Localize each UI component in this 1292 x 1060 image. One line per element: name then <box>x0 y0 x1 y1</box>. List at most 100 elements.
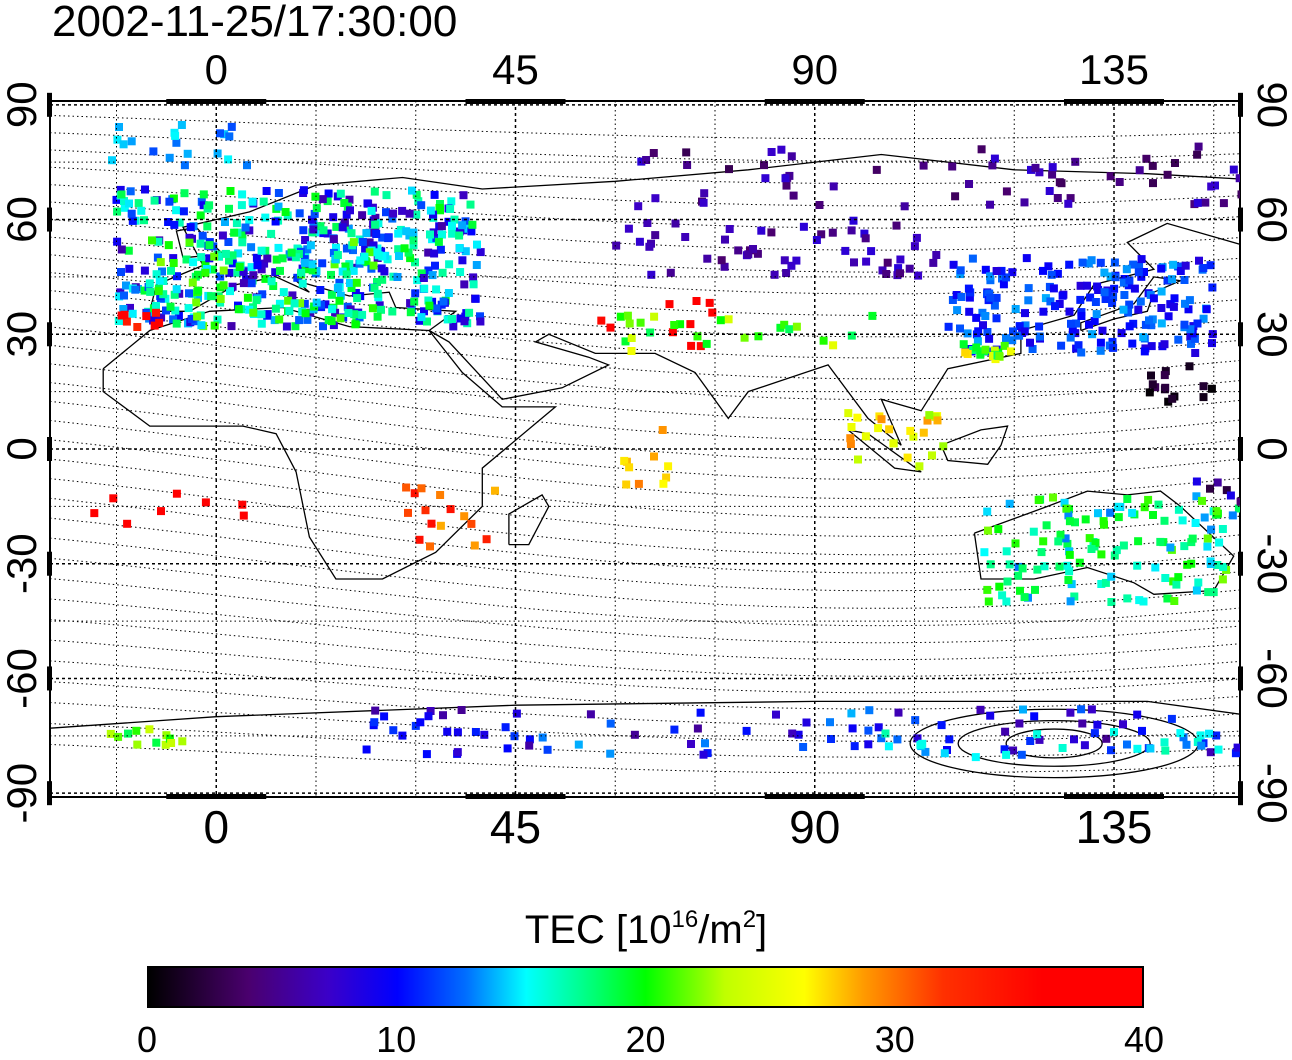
tec-cell <box>1137 298 1145 306</box>
tec-cell <box>757 227 765 235</box>
tec-cell <box>916 741 924 749</box>
frame-tick <box>166 99 266 104</box>
tec-cell <box>129 217 137 225</box>
tec-cell <box>348 229 356 237</box>
tec-cell <box>1236 174 1244 182</box>
tec-cell <box>1046 187 1054 195</box>
tec-cell <box>957 266 965 274</box>
tec-cell <box>371 188 379 196</box>
tec-cell <box>906 427 914 435</box>
tec-cell <box>929 259 937 267</box>
tec-cell <box>788 152 796 160</box>
frame-tick <box>1238 93 1243 117</box>
tec-cell <box>777 146 785 154</box>
tec-cell <box>1002 598 1010 606</box>
frame-tick <box>1238 552 1243 576</box>
tec-cell <box>718 256 726 264</box>
tec-cell <box>291 299 299 307</box>
tec-cell <box>426 542 434 550</box>
tec-cell <box>364 199 372 207</box>
tec-cell <box>1264 500 1272 508</box>
tec-cell <box>151 322 159 330</box>
tec-cell <box>864 740 872 748</box>
tec-cell <box>268 277 276 285</box>
tec-cell <box>1081 741 1089 749</box>
tec-cell <box>197 240 205 248</box>
tec-cell <box>1115 513 1123 521</box>
tec-cell <box>986 294 994 302</box>
tec-cell <box>1192 519 1200 527</box>
tec-cell <box>965 180 973 188</box>
tec-cell <box>418 484 426 492</box>
tec-cell <box>977 706 985 714</box>
tec-cell <box>117 268 125 276</box>
tec-cell <box>889 439 897 447</box>
tec-cell <box>1050 284 1058 292</box>
tec-cell <box>276 267 284 275</box>
tec-cell <box>125 247 133 255</box>
tec-cell <box>1123 265 1131 273</box>
tec-cell <box>1248 754 1256 762</box>
frame-tick <box>47 666 52 690</box>
tec-cell <box>1019 706 1027 714</box>
tec-cell <box>1109 344 1117 352</box>
tec-cell <box>965 308 973 316</box>
tec-cell <box>945 735 953 743</box>
tec-cell <box>1144 496 1152 504</box>
tec-cell <box>369 304 377 312</box>
tec-cell <box>1141 347 1149 355</box>
tec-cell <box>360 253 368 261</box>
tec-cell <box>460 191 468 199</box>
tec-cell <box>972 753 980 761</box>
tec-cell <box>1004 578 1012 586</box>
tec-cell <box>597 317 605 325</box>
tec-cell <box>1009 747 1017 755</box>
tec-cell <box>263 187 271 195</box>
tec-cell <box>1286 750 1292 758</box>
tec-cell <box>816 201 824 209</box>
tec-cell <box>395 252 403 260</box>
tec-cell <box>107 730 115 738</box>
tec-cell <box>1128 509 1136 517</box>
tec-cell <box>1281 739 1289 747</box>
tec-cell <box>1170 303 1178 311</box>
tec-cell <box>1252 486 1260 494</box>
tec-cell <box>1198 497 1206 505</box>
tec-cell <box>1003 547 1011 555</box>
tec-cell <box>171 132 179 140</box>
lat-label-right: -90 <box>1249 763 1292 824</box>
tec-cell <box>192 298 200 306</box>
tec-cell <box>440 298 448 306</box>
tec-cell <box>1265 735 1273 743</box>
tec-cell <box>428 520 436 528</box>
tec-cell <box>1201 199 1209 207</box>
tec-cell <box>236 263 244 271</box>
tec-cell <box>253 254 261 262</box>
tec-cell <box>275 189 283 197</box>
tec-cell <box>1227 492 1235 500</box>
tec-cell <box>420 285 428 293</box>
tec-cell <box>965 285 973 293</box>
tec-cell <box>157 258 165 266</box>
lon-label-bottom: 0 <box>203 801 229 853</box>
tec-cell <box>1208 339 1216 347</box>
tec-cell <box>1194 199 1202 207</box>
tec-cell <box>473 261 481 269</box>
tec-cell <box>285 307 293 315</box>
tec-cell <box>1171 294 1179 302</box>
lon-label-bottom: 90 <box>789 801 840 853</box>
tec-cell <box>694 725 702 733</box>
tec-cell <box>682 148 690 156</box>
tec-cell <box>945 323 953 331</box>
tec-cell <box>431 262 439 270</box>
tec-cell <box>1183 741 1191 749</box>
tec-cell <box>1274 734 1282 742</box>
tec-cell <box>761 174 769 182</box>
tec-cell <box>1120 306 1128 314</box>
tec-cell <box>1123 741 1131 749</box>
tec-cell <box>438 231 446 239</box>
tec-cell <box>928 451 936 459</box>
tec-cell <box>991 155 999 163</box>
tec-cell <box>1257 506 1265 514</box>
tec-cell <box>1125 276 1133 284</box>
